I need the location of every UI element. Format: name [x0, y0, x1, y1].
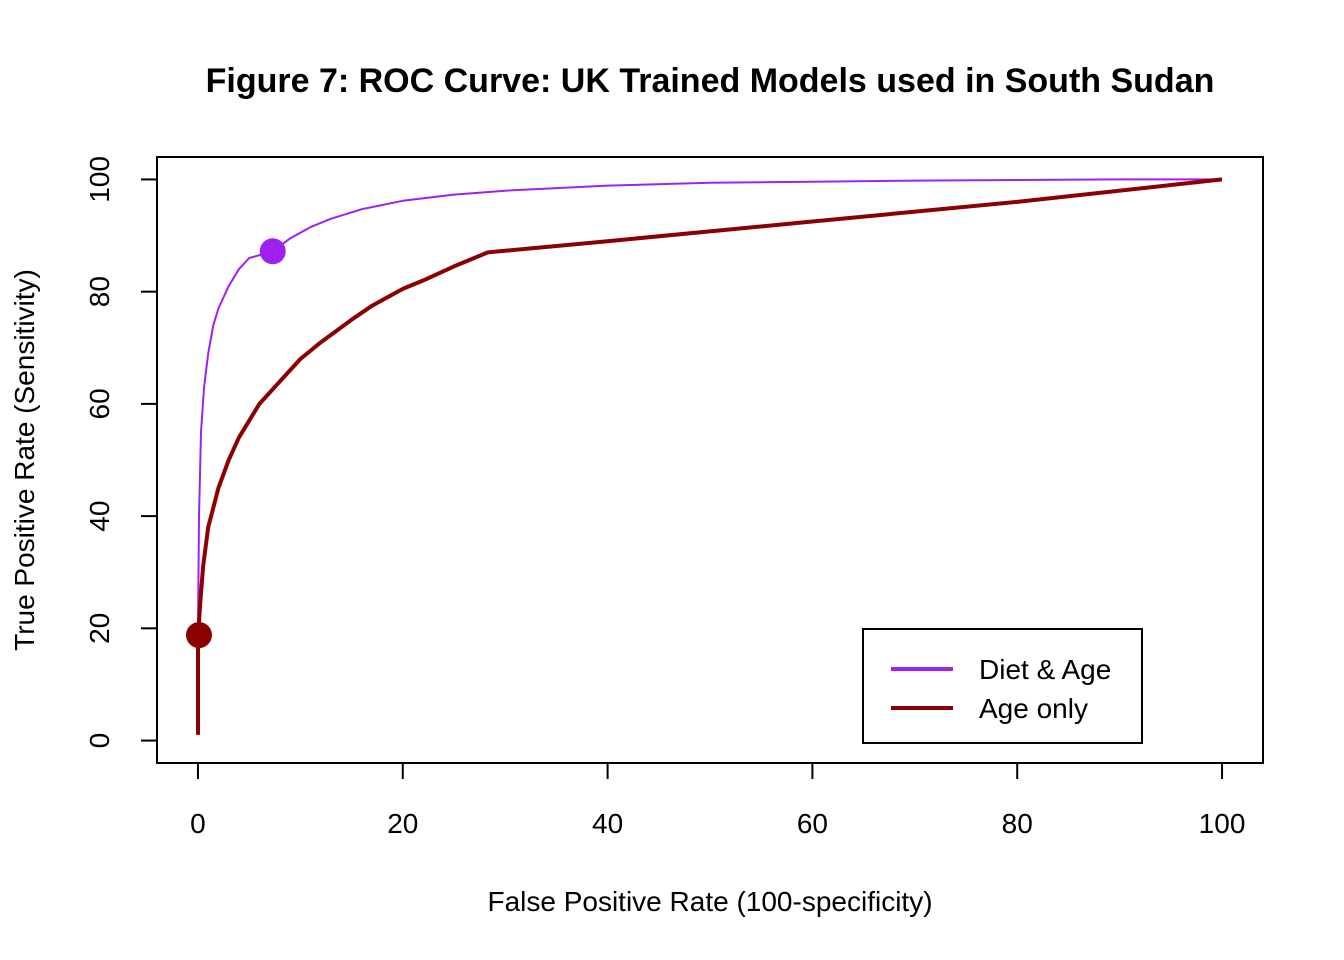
y-axis: 0 20 40 60 80 100 [84, 156, 158, 749]
x-tick-label: 0 [190, 808, 206, 839]
y-tick-label: 40 [84, 501, 115, 532]
highlight-point-diet-age [259, 238, 286, 265]
x-tick-label: 100 [1199, 808, 1246, 839]
legend-box [862, 628, 1143, 744]
y-axis-label: True Positive Rate (Sensitivity) [9, 269, 40, 651]
y-tick-label: 20 [84, 613, 115, 644]
x-tick-label: 40 [592, 808, 623, 839]
highlight-point-age-only [185, 622, 212, 649]
legend-label: Diet & Age [979, 654, 1111, 685]
y-tick-label: 60 [84, 388, 115, 419]
chart-title: Figure 7: ROC Curve: UK Trained Models u… [206, 62, 1215, 100]
x-tick-label: 80 [1002, 808, 1033, 839]
series-line-diet-age [197, 178, 1222, 634]
highlight-points [185, 238, 286, 649]
series-layer [196, 177, 1223, 735]
y-tick-label: 100 [84, 156, 115, 203]
x-axis-label: False Positive Rate (100-specificity) [487, 886, 932, 917]
y-tick-label: 80 [84, 276, 115, 307]
series-line-age-only [196, 177, 1223, 735]
x-tick-label: 20 [387, 808, 418, 839]
legend-label: Age only [979, 693, 1088, 724]
x-tick-label: 60 [797, 808, 828, 839]
y-tick-label: 0 [84, 733, 115, 749]
legend: Diet & Age Age only [862, 628, 1143, 744]
x-axis: 0 20 40 60 80 100 [190, 762, 1246, 839]
